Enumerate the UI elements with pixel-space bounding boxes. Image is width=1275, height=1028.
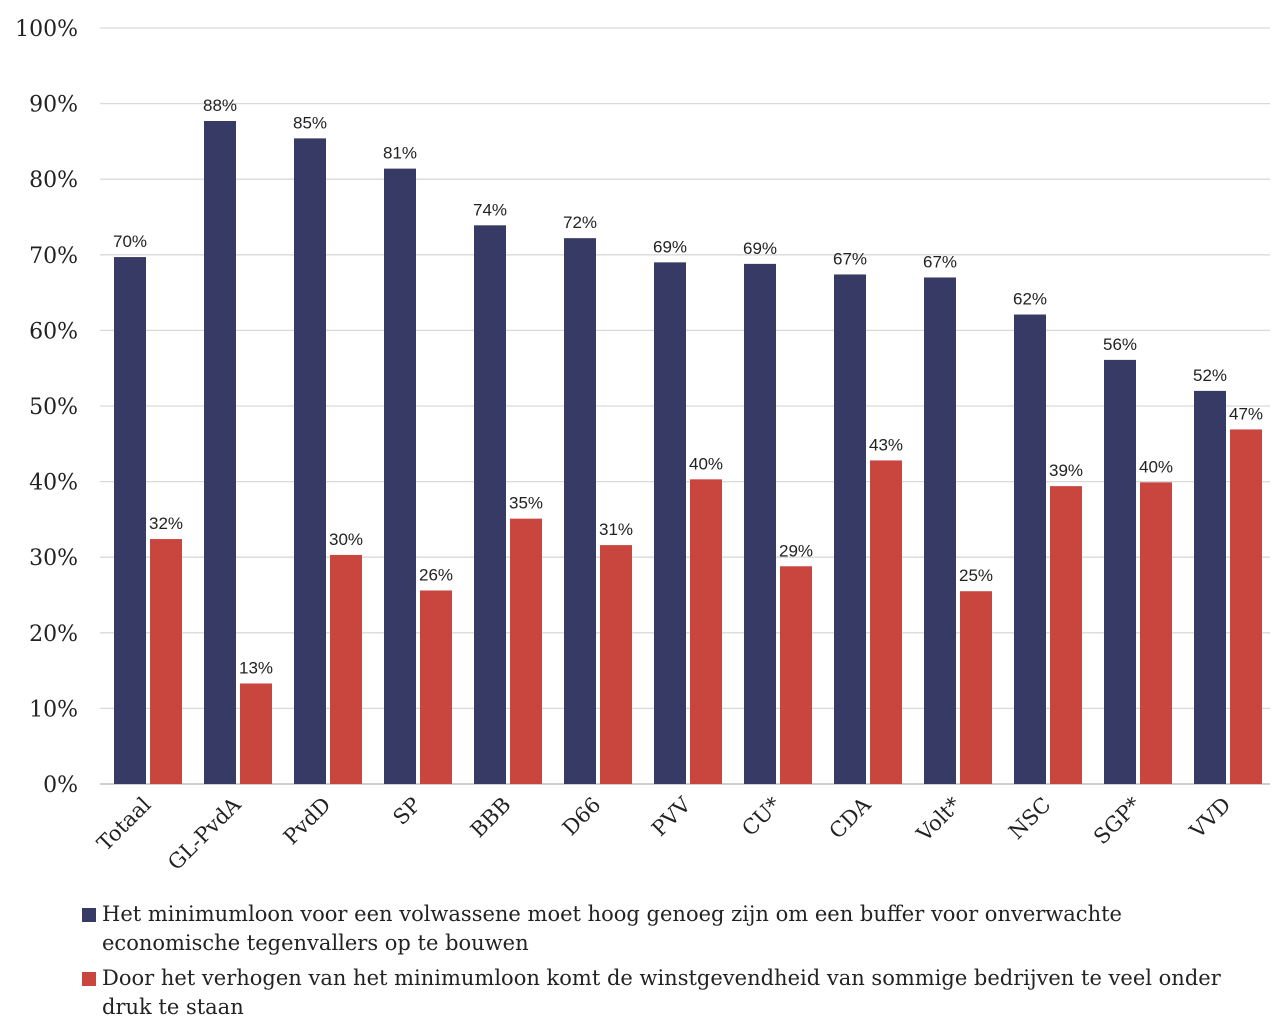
bar-chart: 0% 10% 20% 30% 40% 50% 60% 70% 80% 90% 100% 70% 32%… [15, 17, 1270, 875]
legend-swatch-series-1 [82, 908, 96, 922]
category-label: Volt* [911, 792, 965, 846]
y-tick-label: 10% [29, 697, 78, 722]
category-label: PVV [647, 792, 696, 841]
bar-series-1-CU* [744, 263, 776, 784]
legend-item-series-1: Het minimumloon voor een volwassene moet… [82, 900, 1262, 958]
data-label-series-1: 81% [383, 144, 417, 163]
legend: Het minimumloon voor een volwassene moet… [82, 900, 1262, 1028]
legend-swatch-series-2 [82, 972, 96, 986]
bar-series-2-GL-PvdA [240, 683, 272, 784]
bar-series-1-Volt* [924, 277, 956, 784]
bar-series-2-PVV [690, 479, 722, 784]
data-label-series-2: 40% [689, 454, 723, 473]
y-tick-label: 50% [29, 395, 78, 420]
bar-series-2-NSC [1050, 486, 1082, 784]
data-label-series-2: 25% [959, 566, 993, 585]
data-label-series-1: 69% [743, 239, 777, 258]
category-label: SP [388, 793, 425, 830]
y-tick-label: 70% [29, 244, 78, 269]
category-label: NSC [1004, 793, 1056, 845]
bar-series-1-PvdD [294, 138, 326, 785]
bar-series-1-VVD [1194, 390, 1226, 784]
y-tick-label: 40% [29, 471, 78, 496]
data-label-series-1: 62% [1013, 290, 1047, 309]
data-label-series-2: 13% [239, 658, 273, 677]
data-label-series-1: 72% [563, 213, 597, 232]
bar-series-2-Totaal [150, 539, 182, 784]
category-label: GL-PvdA [163, 792, 246, 875]
legend-label-series-2: Door het verhogen van het minimumloon ko… [102, 966, 1221, 1019]
y-tick-label: 20% [29, 622, 78, 647]
category-label: CU* [737, 792, 786, 841]
data-label-series-1: 67% [833, 249, 867, 268]
y-axis-tick-labels: 0% 10% 20% 30% 40% 50% 60% 70% 80% 90% 100% [15, 17, 78, 798]
bar-series-1-SP [384, 168, 416, 785]
category-label: Totaal [92, 792, 155, 855]
bar-series-1-CDA [834, 274, 866, 784]
category-label: D66 [558, 793, 606, 841]
category-label: SGP* [1089, 792, 1146, 849]
data-label-series-1: 85% [293, 113, 327, 132]
y-tick-label: 0% [43, 773, 78, 798]
y-tick-label: 60% [29, 319, 78, 344]
y-tick-label: 90% [29, 93, 78, 118]
bar-series-2-SGP* [1140, 482, 1172, 784]
bar-series-1-BBB [474, 225, 506, 785]
y-tick-label: 30% [29, 546, 78, 571]
legend-label-series-1: Het minimumloon voor een volwassene moet… [102, 902, 1122, 955]
data-label-series-1: 74% [473, 200, 507, 219]
data-label-series-1: 69% [653, 237, 687, 256]
data-label-series-2: 31% [599, 520, 633, 539]
x-axis-category-labels: Totaal GL-PvdA PvdD SP BBB D66 PVV CU* CDA Volt* N… [92, 792, 1235, 875]
bar-series-1-D66 [564, 238, 596, 785]
bar-series-1-PVV [654, 262, 686, 784]
data-label-series-1: 56% [1103, 335, 1137, 354]
data-label-series-2: 35% [509, 494, 543, 513]
data-label-series-2: 30% [329, 530, 363, 549]
data-label-series-1: 52% [1193, 366, 1227, 385]
bar-series-2-CU* [780, 566, 812, 784]
y-tick-label: 100% [15, 17, 78, 42]
legend-item-series-2: Door het verhogen van het minimumloon ko… [82, 964, 1262, 1022]
bar-series-2-SP [420, 590, 452, 784]
category-label: VVD [1185, 793, 1236, 844]
bar-series-2-PvdD [330, 554, 362, 784]
data-label-series-2: 39% [1049, 461, 1083, 480]
data-label-series-2: 32% [149, 514, 183, 533]
data-label-series-1: 70% [113, 232, 147, 251]
bar-series-2-CDA [870, 460, 902, 784]
bar-series-2-D66 [600, 545, 632, 784]
data-label-series-1: 88% [203, 96, 237, 115]
category-label: PvdD [279, 793, 336, 850]
category-label: CDA [825, 792, 877, 844]
bar-series-1-GL-PvdA [204, 120, 236, 785]
data-label-series-2: 47% [1229, 404, 1263, 423]
bar-series-2-VVD [1230, 429, 1262, 784]
data-label-series-2: 29% [779, 541, 813, 560]
bar-series-2-Volt* [960, 591, 992, 784]
data-label-series-2: 40% [1139, 457, 1173, 476]
category-label: BBB [466, 793, 516, 843]
y-tick-label: 80% [29, 168, 78, 193]
data-label-series-1: 67% [923, 252, 957, 271]
bar-series-1-NSC [1014, 314, 1046, 784]
bar-series-1-SGP* [1104, 359, 1136, 784]
bar-series-2-BBB [510, 518, 542, 784]
bar-series-1-Totaal [114, 257, 146, 784]
data-label-series-2: 26% [419, 565, 453, 584]
bars [114, 120, 1262, 785]
data-labels: 70% 32% 88% 13% 85% 30% 81% 26% 74% 35% 72% 31% 69% 4… [113, 96, 1263, 677]
data-label-series-2: 43% [869, 435, 903, 454]
